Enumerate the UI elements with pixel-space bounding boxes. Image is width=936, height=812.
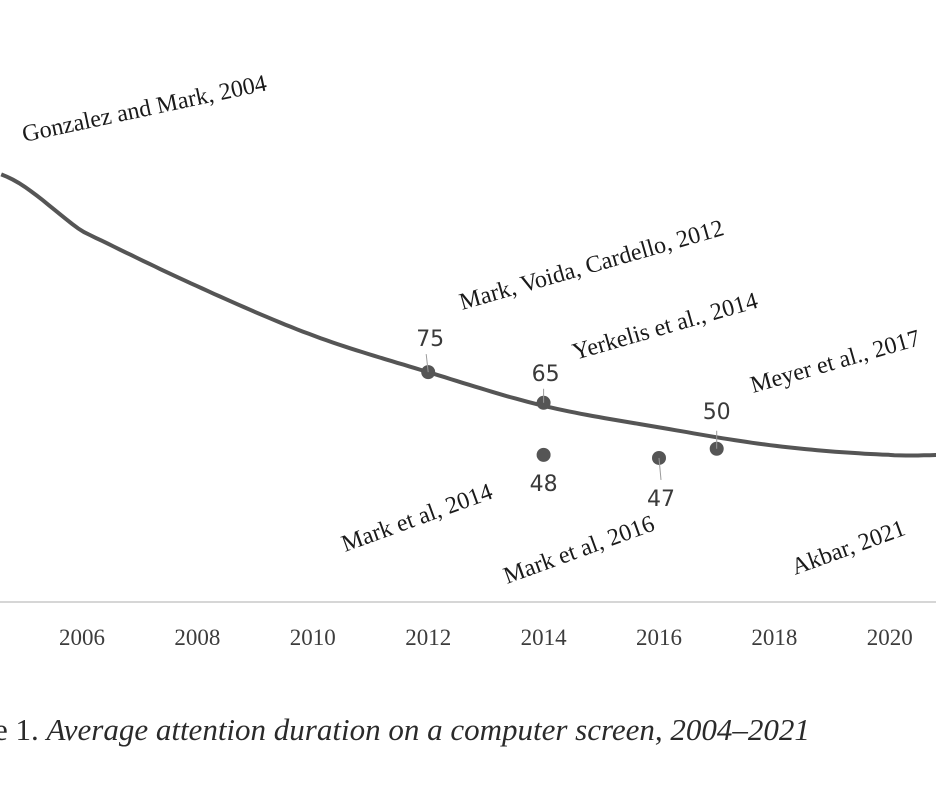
leader-line [425, 354, 429, 373]
study-label: Mark et al, 2016 [500, 511, 658, 590]
study-label: Gonzalez and Mark, 2004 [20, 71, 269, 148]
value-label: 65 [532, 362, 560, 387]
data-point [536, 447, 551, 462]
x-tick-label: 2008 [174, 625, 220, 650]
x-tick-labels: 2006 2008 2010 2012 2014 2016 2018 2020 [59, 625, 913, 650]
value-label: 47 [647, 487, 675, 512]
x-tick-label: 2020 [867, 625, 913, 650]
study-label: Mark et al, 2014 [338, 479, 496, 558]
leader-line [658, 457, 662, 480]
trendline [0, 172, 936, 458]
trendline-layer [0, 172, 936, 458]
figure-caption: e 1. Average attention duration on a com… [0, 712, 810, 747]
x-tick-label: 2006 [59, 625, 105, 650]
study-label: Yerkelis et al., 2014 [569, 288, 760, 366]
study-label: Meyer et al., 2017 [747, 325, 923, 398]
caption-prefix: e 1. [0, 712, 47, 747]
x-tick-label: 2010 [290, 625, 336, 650]
study-label: Mark, Voida, Cardello, 2012 [456, 215, 726, 315]
value-label: 75 [416, 327, 444, 352]
x-tick-label: 2018 [751, 625, 797, 650]
x-tick-label: 2014 [521, 625, 568, 650]
x-tick-label: 2016 [636, 625, 682, 650]
x-tick-label: 2012 [405, 625, 451, 650]
value-label: 48 [530, 472, 558, 497]
caption-text: Average attention duration on a computer… [45, 712, 810, 747]
value-label: 50 [703, 400, 731, 425]
study-label: Akbar, 2021 [788, 516, 909, 581]
